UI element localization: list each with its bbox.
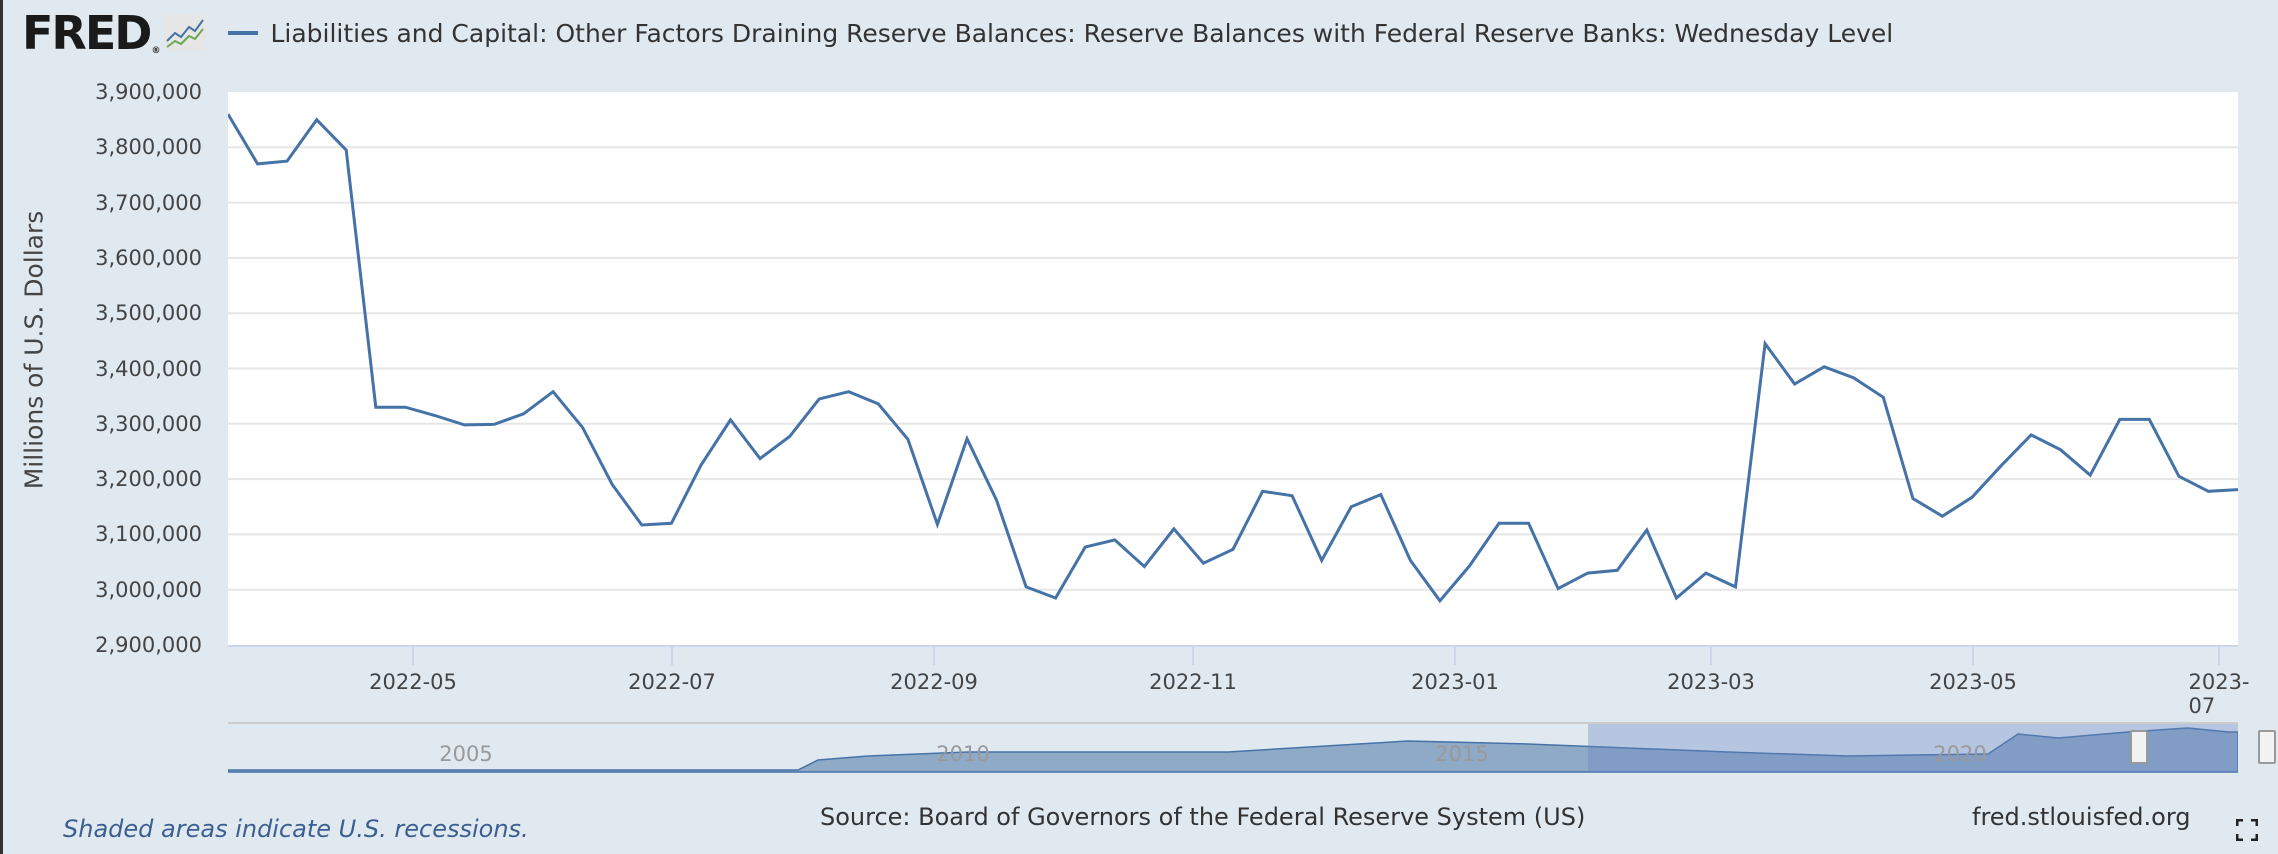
y-tick-label: 3,800,000 [95, 135, 202, 160]
chart-line-icon [164, 15, 207, 51]
navigator-year-label: 2020 [1933, 742, 1987, 766]
x-tick-label: 2022-11 [1149, 670, 1237, 694]
navigator-chart [227, 724, 2239, 773]
source-text: Source: Board of Governors of the Federa… [820, 803, 1586, 831]
y-tick-label: 3,900,000 [95, 80, 202, 104]
fullscreen-icon[interactable] [2236, 819, 2258, 841]
legend-swatch [228, 31, 259, 35]
series-title: Liabilities and Capital: Other Factors D… [270, 18, 1894, 48]
plot-area[interactable] [226, 92, 2239, 645]
y-tick-label: 3,400,000 [95, 356, 202, 381]
x-tick [1710, 647, 1712, 665]
y-tick-label: 3,000,000 [95, 577, 202, 602]
x-tick [1192, 647, 1194, 665]
navigator-year-label: 2015 [1435, 742, 1489, 766]
y-tick-label: 2,900,000 [95, 633, 202, 657]
y-axis-title: Millions of U.S. Dollars [19, 210, 49, 490]
y-tick-label: 3,300,000 [95, 411, 202, 436]
logo-text: FRED [22, 6, 152, 60]
x-tick [671, 647, 673, 665]
navigator-year-label: 2005 [439, 742, 493, 766]
line-chart [226, 113, 2239, 604]
x-tick [933, 647, 935, 665]
series-line[interactable] [226, 113, 2239, 604]
x-tick-label: 2022-05 [369, 670, 457, 694]
fred-logo[interactable]: FRED® [22, 10, 160, 56]
x-tick-label: 2022-09 [890, 670, 978, 694]
y-tick-label: 3,200,000 [95, 467, 202, 492]
chart-header: FRED® Liabilities and Capital: Other Fac… [22, 8, 1893, 58]
navigator[interactable] [227, 722, 2239, 774]
x-axis-line [228, 645, 2238, 647]
y-tick-label: 3,500,000 [95, 301, 202, 326]
x-tick-label: 2023-03 [1667, 670, 1755, 694]
y-tick-label: 3,100,000 [95, 522, 202, 547]
x-tick [412, 647, 414, 665]
registered-mark: ® [151, 46, 160, 56]
recession-note: Shaded areas indicate U.S. recessions. [63, 815, 529, 843]
x-tick [1454, 647, 1456, 665]
legend-item[interactable]: Liabilities and Capital: Other Factors D… [228, 19, 1893, 48]
y-tick-label: 3,700,000 [95, 190, 202, 215]
site-link[interactable]: fred.stlouisfed.org [1972, 803, 2191, 831]
navigator-year-label: 2010 [936, 742, 990, 766]
x-tick-label: 2023-07 [2188, 670, 2250, 718]
navigator-handle-left[interactable] [2130, 730, 2148, 764]
y-tick-label: 3,600,000 [95, 245, 202, 270]
window-edge [0, 0, 3, 854]
x-tick [1972, 647, 1974, 665]
x-tick [2218, 647, 2220, 665]
x-tick-label: 2022-07 [628, 670, 716, 694]
x-tick-label: 2023-05 [1929, 670, 2017, 694]
x-tick-label: 2023-01 [1411, 670, 1499, 694]
navigator-handle-right[interactable] [2258, 730, 2276, 764]
